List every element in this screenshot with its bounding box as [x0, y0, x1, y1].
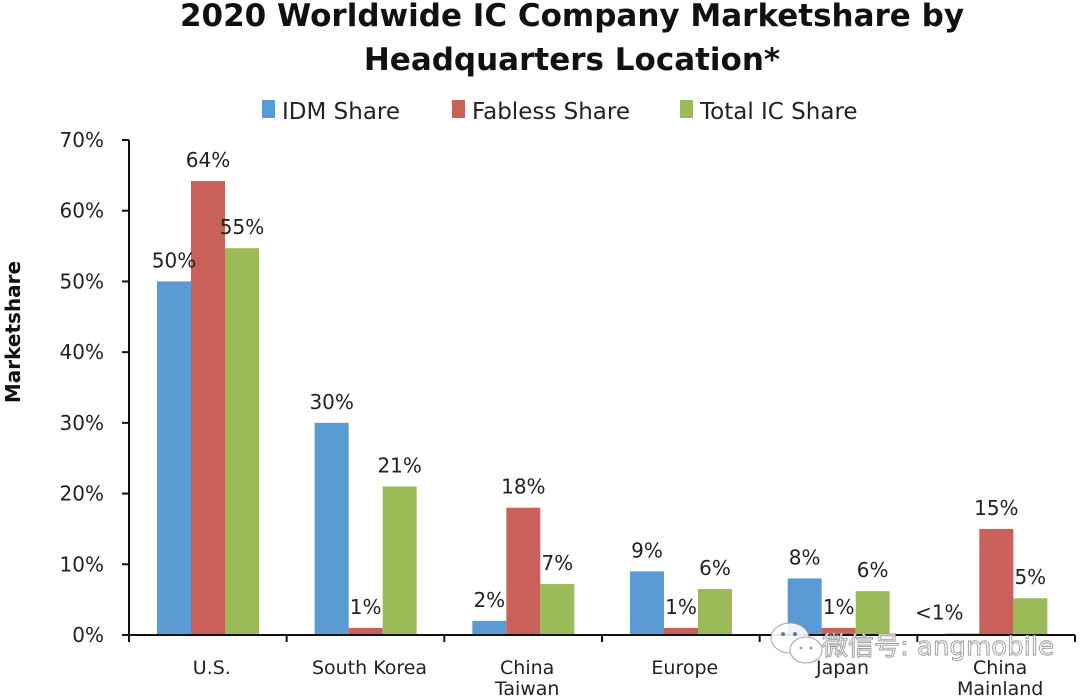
- chart-title-line-2: Headquarters Location*: [364, 42, 780, 78]
- bar-fabless-share: [821, 627, 856, 635]
- chart-title-line-1: 2020 Worldwide IC Company Marketshare by: [180, 0, 964, 34]
- x-axis: [122, 634, 1076, 642]
- y-tick-label: 10%: [60, 552, 104, 576]
- bar-total-ic-share: [225, 248, 259, 635]
- bar-total-ic-share: [698, 589, 732, 635]
- data-label: 6%: [857, 558, 889, 582]
- data-labels: 50% 30% 2% 9% 8% <1% 64% 1% 18% 1% 1% 15% 55% 21% 7% 6%…: [152, 148, 1046, 625]
- bar-total-ic-share: [382, 486, 417, 635]
- legend-label-1: Fabless Share: [472, 99, 630, 125]
- bar-idm-share: [314, 422, 349, 635]
- category-label: Taiwan: [494, 678, 560, 696]
- watermark-text: 微信号: angmobile: [822, 632, 1054, 662]
- bar-fabless-share: [979, 528, 1014, 635]
- bar-total-ic-share: [540, 584, 575, 635]
- legend-swatch-1: [452, 100, 465, 118]
- data-label: 1%: [350, 595, 382, 619]
- y-tick-label: 40%: [60, 340, 104, 364]
- watermark: 微信号: angmobile: [770, 622, 1055, 664]
- data-label: 21%: [377, 454, 421, 478]
- bar-fabless-share: [191, 181, 225, 635]
- category-label: Europe: [651, 657, 718, 679]
- data-label: 6%: [699, 556, 731, 580]
- bar-fabless-share: [664, 627, 698, 635]
- bar-idm-share: [630, 571, 664, 635]
- data-label: 64%: [186, 148, 230, 172]
- bar-total-ic-share: [1013, 598, 1048, 635]
- y-tick-label: 50%: [60, 269, 104, 293]
- legend-swatch-2: [680, 100, 693, 118]
- legend-label-2: Total IC Share: [699, 99, 858, 125]
- y-axis: 0% 10% 20% 30% 40% 50% 60% 70%: [60, 128, 130, 647]
- bar-total-ic-share: [855, 591, 890, 635]
- y-axis-label: Marketshare: [1, 261, 25, 403]
- data-label: 2%: [473, 588, 505, 612]
- y-tick-label: 20%: [60, 482, 104, 506]
- data-label: 7%: [541, 551, 573, 575]
- data-label: 50%: [152, 248, 196, 272]
- category-label: U.S.: [193, 657, 231, 679]
- bar-idm-share: [472, 620, 507, 635]
- y-tick-label: 30%: [60, 411, 104, 435]
- data-label: 5%: [1014, 565, 1046, 589]
- y-tick-label: 70%: [60, 128, 104, 152]
- legend-swatch-0: [262, 100, 275, 118]
- bar-idm-share: [157, 281, 191, 635]
- bars: [157, 181, 1048, 635]
- data-label: 15%: [974, 496, 1018, 520]
- wechat-logo-icon: [770, 622, 823, 664]
- data-label: 55%: [220, 215, 264, 239]
- category-label: China: [973, 657, 1027, 679]
- y-tick-label: 0%: [72, 623, 104, 647]
- legend: IDM Share Fabless Share Total IC Share: [262, 99, 858, 125]
- bar-fabless-share: [348, 627, 383, 635]
- category-label: Mainland: [957, 678, 1043, 696]
- y-tick-label: 60%: [60, 199, 104, 223]
- category-label: China: [500, 657, 554, 679]
- category-label: South Korea: [312, 657, 427, 679]
- data-label: 1%: [665, 595, 697, 619]
- data-label: 30%: [309, 390, 353, 414]
- bar-fabless-share: [506, 507, 541, 635]
- legend-label-0: IDM Share: [282, 99, 400, 125]
- data-label: <1%: [915, 601, 964, 625]
- category-label: Japan: [815, 657, 869, 679]
- data-label: 1%: [823, 595, 855, 619]
- data-label: 9%: [631, 538, 663, 562]
- data-label: 18%: [501, 475, 545, 499]
- data-label: 8%: [789, 545, 821, 569]
